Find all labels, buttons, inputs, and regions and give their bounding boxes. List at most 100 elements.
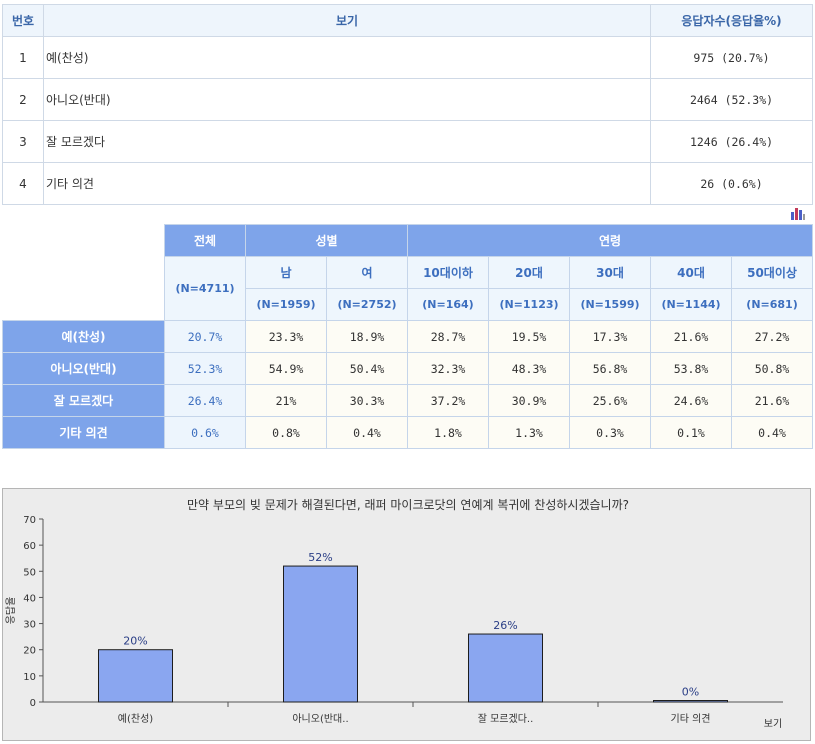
x-tick-label: 기타 의견 (671, 713, 711, 725)
crosstab-col-n: (N=164) (407, 288, 489, 321)
chart-panel: 만약 부모의 빚 문제가 해결된다면, 래퍼 마이크로닷의 연예계 복귀에 찬성… (2, 488, 811, 741)
crosstab-row: 아니오(반대) 52.3% 54.9% 50.4% 32.3% 48.3% 56… (2, 352, 814, 385)
crosstab-col-label: 여 (326, 256, 408, 289)
crosstab-cell: 1.8% (407, 416, 489, 449)
crosstab-cell: 27.2% (730, 320, 814, 353)
crosstab-col-n: (N=1959) (245, 288, 327, 321)
crosstab-cell: 19.5% (488, 320, 570, 353)
crosstab-total-cell: 0.6% (164, 416, 246, 449)
result-table: 번호 보기 응답자수(응답율%) 1 예(찬성) 975 (20.7%) 2 아… (2, 4, 813, 205)
crosstab-cell: 0.3% (569, 416, 651, 449)
y-tick-label: 20 (23, 646, 36, 657)
crosstab-total-cell: 20.7% (164, 320, 246, 353)
row-num: 3 (2, 120, 44, 163)
table-row: 4 기타 의견 26 (0.6%) (2, 162, 813, 205)
result-table-header: 번호 보기 응답자수(응답율%) (2, 4, 813, 37)
crosstab-cell: 21.6% (650, 320, 732, 353)
crosstab-cell: 50.8% (730, 352, 814, 385)
crosstab-col-n: (N=1599) (569, 288, 651, 321)
crosstab-cell: 0.8% (245, 416, 327, 449)
bar (98, 649, 173, 703)
crosstab-col-label: 50대이상 (730, 256, 814, 289)
y-tick-label: 70 (23, 515, 36, 526)
table-row: 2 아니오(반대) 2464 (52.3%) (2, 78, 813, 121)
crosstab-cell: 28.7% (407, 320, 489, 353)
y-tick-label: 50 (23, 567, 36, 578)
crosstab-cell: 0.4% (730, 416, 814, 449)
crosstab-row: 예(찬성) 20.7% 23.3% 18.9% 28.7% 19.5% 17.3… (2, 320, 814, 353)
crosstab-age-header: 연령 (406, 224, 814, 257)
x-tick-label: 잘 모르겠다.. (478, 713, 534, 725)
chart-bars: 20% 52% 26% 0% (98, 551, 728, 703)
crosstab-row-label: 잘 모르겠다 (2, 384, 165, 417)
crosstab-cell: 48.3% (488, 352, 570, 385)
crosstab-cell: 53.8% (650, 352, 732, 385)
crosstab-cell: 18.9% (326, 320, 408, 353)
crosstab-row-label: 아니오(반대) (2, 352, 165, 385)
crosstab-cell: 1.3% (488, 416, 570, 449)
bar (468, 633, 543, 703)
y-tick-label: 40 (23, 593, 36, 604)
crosstab-row: 기타 의견 0.6% 0.8% 0.4% 1.8% 1.3% 0.3% 0.1%… (2, 416, 814, 449)
crosstab-cell: 17.3% (569, 320, 651, 353)
y-tick-label: 10 (23, 672, 36, 683)
crosstab-cell: 25.6% (569, 384, 651, 417)
crosstab-col-label: 10대이하 (407, 256, 489, 289)
crosstab-cell: 37.2% (407, 384, 489, 417)
crosstab-cell: 30.3% (326, 384, 408, 417)
row-option: 예(찬성) (43, 36, 651, 79)
crosstab-col-label: 30대 (569, 256, 651, 289)
bar-chart: 만약 부모의 빚 문제가 해결된다면, 래퍼 마이크로닷의 연예계 복귀에 찬성… (5, 497, 783, 730)
crosstab-total-cell: 26.4% (164, 384, 246, 417)
crosstab-row: 잘 모르겠다 26.4% 21% 30.3% 37.2% 30.9% 25.6%… (2, 384, 814, 417)
header-option: 보기 (43, 4, 651, 37)
crosstab-col-n: (N=681) (730, 288, 814, 321)
crosstab-cell: 21% (245, 384, 327, 417)
bar-value-label: 52% (308, 551, 332, 564)
row-option: 기타 의견 (43, 162, 651, 205)
crosstab-total-cell: 52.3% (164, 352, 246, 385)
bar (283, 565, 358, 703)
crosstab-cell: 23.3% (245, 320, 327, 353)
crosstab-cell: 32.3% (407, 352, 489, 385)
x-tick-label: 아니오(반대.. (292, 713, 348, 725)
header-num: 번호 (2, 4, 44, 37)
bar-value-label: 26% (493, 619, 517, 632)
y-tick-label: 60 (23, 541, 36, 552)
row-count: 975 (20.7%) (650, 36, 813, 79)
row-num: 4 (2, 162, 44, 205)
row-num: 2 (2, 78, 44, 121)
crosstab-total-header: 전체 (164, 224, 246, 257)
x-tick-label: 예(찬성) (118, 713, 154, 725)
crosstab-cell: 56.8% (569, 352, 651, 385)
crosstab-cell: 50.4% (326, 352, 408, 385)
crosstab-cell: 30.9% (488, 384, 570, 417)
crosstab-cell: 24.6% (650, 384, 732, 417)
table-row: 1 예(찬성) 975 (20.7%) (2, 36, 813, 79)
crosstab-gender-header: 성별 (245, 224, 408, 257)
row-option: 아니오(반대) (43, 78, 651, 121)
y-tick-label: 0 (30, 698, 36, 709)
crosstab-cell: 0.1% (650, 416, 732, 449)
row-count: 1246 (26.4%) (650, 120, 813, 163)
chart-title: 만약 부모의 빚 문제가 해결된다면, 래퍼 마이크로닷의 연예계 복귀에 찬성… (187, 497, 629, 512)
crosstab-col-n: (N=1123) (488, 288, 570, 321)
crosstab-row-label: 기타 의견 (2, 416, 165, 449)
table-row: 3 잘 모르겠다 1246 (26.4%) (2, 120, 813, 163)
bar-value-label: 0% (682, 686, 699, 699)
crosstab-col-label: 40대 (650, 256, 732, 289)
crosstab-col-label: 20대 (488, 256, 570, 289)
row-count: 26 (0.6%) (650, 162, 813, 205)
y-tick-label: 30 (23, 620, 36, 631)
crosstab-cell: 0.4% (326, 416, 408, 449)
x-axis-label: 보기 (764, 718, 782, 730)
header-count: 응답자수(응답율%) (650, 4, 813, 37)
crosstab-cell: 21.6% (730, 384, 814, 417)
crosstab-col-label: 남 (245, 256, 327, 289)
crosstab-corner (2, 224, 165, 321)
bar-value-label: 20% (123, 635, 147, 648)
bar-chart-icon[interactable] (790, 206, 806, 220)
row-option: 잘 모르겠다 (43, 120, 651, 163)
crosstab-total-n: (N=4711) (164, 256, 246, 321)
row-count: 2464 (52.3%) (650, 78, 813, 121)
